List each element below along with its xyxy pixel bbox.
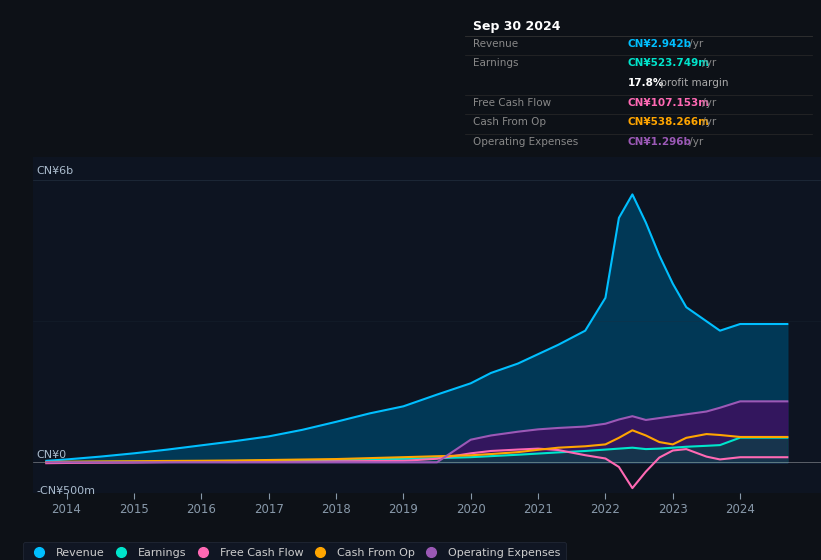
Text: CN¥0: CN¥0 bbox=[36, 450, 67, 460]
Text: Cash From Op: Cash From Op bbox=[473, 117, 546, 127]
Text: CN¥1.296b: CN¥1.296b bbox=[628, 137, 692, 147]
Text: /yr: /yr bbox=[686, 137, 704, 147]
Text: Free Cash Flow: Free Cash Flow bbox=[473, 97, 551, 108]
Text: /yr: /yr bbox=[686, 39, 704, 49]
Text: -CN¥500m: -CN¥500m bbox=[36, 486, 95, 496]
Text: Earnings: Earnings bbox=[473, 58, 518, 68]
Text: /yr: /yr bbox=[699, 117, 717, 127]
Text: profit margin: profit margin bbox=[657, 78, 728, 88]
Text: Operating Expenses: Operating Expenses bbox=[473, 137, 578, 147]
Text: CN¥6b: CN¥6b bbox=[36, 166, 73, 176]
Text: CN¥2.942b: CN¥2.942b bbox=[628, 39, 692, 49]
Text: 17.8%: 17.8% bbox=[628, 78, 664, 88]
Text: Sep 30 2024: Sep 30 2024 bbox=[473, 20, 560, 32]
Legend: Revenue, Earnings, Free Cash Flow, Cash From Op, Operating Expenses: Revenue, Earnings, Free Cash Flow, Cash … bbox=[23, 542, 566, 560]
Text: CN¥107.153m: CN¥107.153m bbox=[628, 97, 710, 108]
Text: Revenue: Revenue bbox=[473, 39, 518, 49]
Text: CN¥523.749m: CN¥523.749m bbox=[628, 58, 710, 68]
Text: /yr: /yr bbox=[699, 58, 717, 68]
Text: /yr: /yr bbox=[699, 97, 717, 108]
Text: CN¥538.266m: CN¥538.266m bbox=[628, 117, 710, 127]
